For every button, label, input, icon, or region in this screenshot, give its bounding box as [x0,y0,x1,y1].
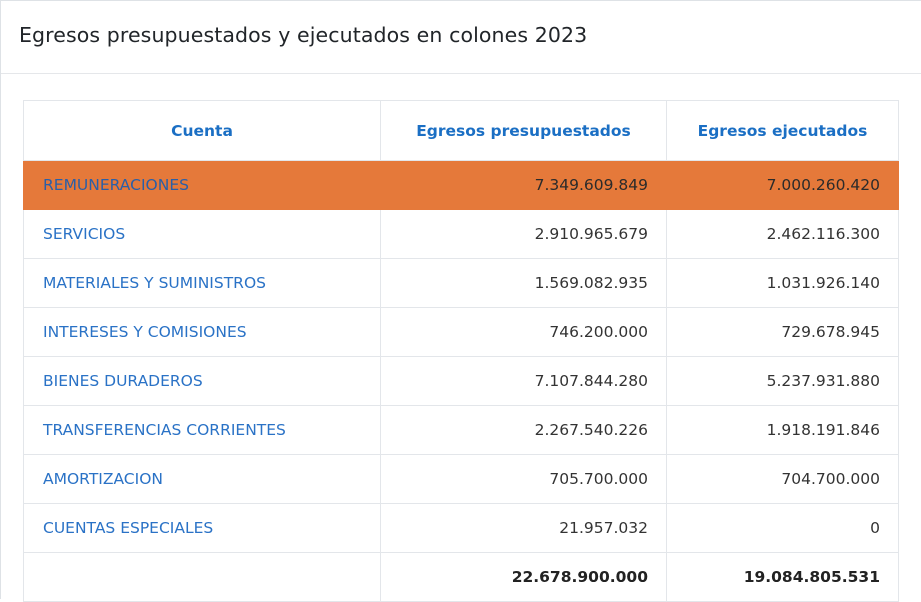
card-header: Egresos presupuestados y ejecutados en c… [1,1,921,74]
cuenta-cell[interactable]: CUENTAS ESPECIALES [23,503,381,553]
presupuestados-cell: 7.107.844.280 [380,356,667,406]
presupuestados-cell: 746.200.000 [380,307,667,357]
column-header-ejecutados[interactable]: Egresos ejecutados [666,100,899,161]
presupuestados-cell: 21.957.032 [380,503,667,553]
budget-table: Cuenta Egresos presupuestados Egresos ej… [23,100,899,602]
table-container: Cuenta Egresos presupuestados Egresos ej… [23,100,899,602]
cuenta-cell[interactable]: BIENES DURADEROS [23,356,381,406]
table-row[interactable]: REMUNERACIONES 7.349.609.849 7.000.260.4… [23,160,899,210]
ejecutados-cell: 7.000.260.420 [666,160,899,210]
cuenta-cell[interactable]: AMORTIZACION [23,454,381,504]
cuenta-cell[interactable]: INTERESES Y COMISIONES [23,307,381,357]
ejecutados-cell: 1.918.191.846 [666,405,899,455]
table-row[interactable]: AMORTIZACION 705.700.000 704.700.000 [23,454,899,504]
presupuestados-cell: 2.267.540.226 [380,405,667,455]
presupuestados-cell: 2.910.965.679 [380,209,667,259]
table-row[interactable]: INTERESES Y COMISIONES 746.200.000 729.6… [23,307,899,357]
column-header-presupuestados[interactable]: Egresos presupuestados [380,100,667,161]
ejecutados-cell: 2.462.116.300 [666,209,899,259]
ejecutados-cell: 0 [666,503,899,553]
table-row[interactable]: CUENTAS ESPECIALES 21.957.032 0 [23,503,899,553]
cuenta-cell[interactable]: SERVICIOS [23,209,381,259]
presupuestados-cell: 7.349.609.849 [380,160,667,210]
total-label-cell [23,552,381,602]
table-header-row: Cuenta Egresos presupuestados Egresos ej… [23,100,899,161]
total-presupuestados-cell: 22.678.900.000 [380,552,667,602]
ejecutados-cell: 704.700.000 [666,454,899,504]
ejecutados-cell: 5.237.931.880 [666,356,899,406]
table-row[interactable]: MATERIALES Y SUMINISTROS 1.569.082.935 1… [23,258,899,308]
presupuestados-cell: 1.569.082.935 [380,258,667,308]
ejecutados-cell: 1.031.926.140 [666,258,899,308]
total-ejecutados-cell: 19.084.805.531 [666,552,899,602]
total-row: 22.678.900.000 19.084.805.531 [23,552,899,602]
cuenta-cell[interactable]: TRANSFERENCIAS CORRIENTES [23,405,381,455]
ejecutados-cell: 729.678.945 [666,307,899,357]
table-row[interactable]: BIENES DURADEROS 7.107.844.280 5.237.931… [23,356,899,406]
card-title: Egresos presupuestados y ejecutados en c… [19,23,588,47]
cuenta-cell[interactable]: MATERIALES Y SUMINISTROS [23,258,381,308]
cuenta-cell[interactable]: REMUNERACIONES [23,160,381,210]
presupuestados-cell: 705.700.000 [380,454,667,504]
table-row[interactable]: SERVICIOS 2.910.965.679 2.462.116.300 [23,209,899,259]
table-row[interactable]: TRANSFERENCIAS CORRIENTES 2.267.540.226 … [23,405,899,455]
column-header-cuenta[interactable]: Cuenta [23,100,381,161]
